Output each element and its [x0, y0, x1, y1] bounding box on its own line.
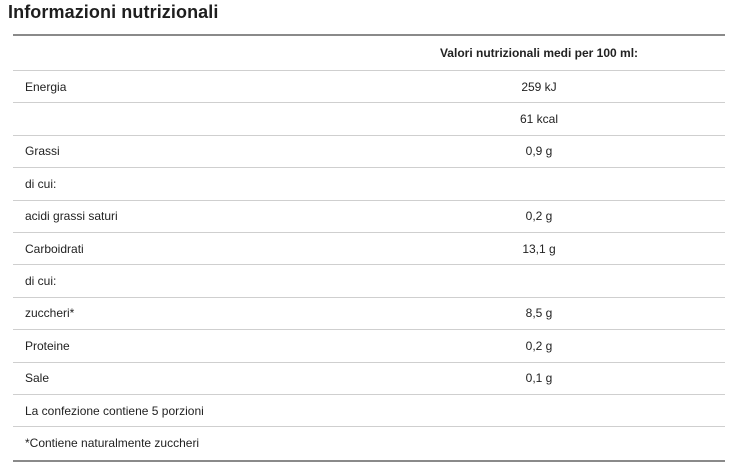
- row-label: Carboidrati: [25, 241, 84, 256]
- row-value: 61 kcal: [519, 112, 559, 127]
- row-value: 0,1 g: [525, 371, 553, 386]
- table-row: Grassi 0,9 g: [13, 136, 725, 169]
- table-row: di cui:: [13, 265, 725, 298]
- header-value-cell: Valori nutrizionali medi per 100 ml:: [439, 46, 639, 60]
- nutrition-table: Valori nutrizionali medi per 100 ml: Ene…: [13, 34, 725, 462]
- row-label: Proteine: [25, 338, 70, 353]
- row-label: di cui:: [25, 176, 57, 191]
- row-value: 13,1 g: [522, 241, 556, 256]
- row-label: Grassi: [25, 144, 60, 159]
- table-row: Carboidrati 13,1 g: [13, 233, 725, 266]
- table-row: La confezione contiene 5 porzioni: [13, 395, 725, 428]
- page-title: Informazioni nutrizionali: [8, 2, 219, 22]
- table-row: 61 kcal: [13, 103, 725, 136]
- table-row: *Contiene naturalmente zuccheri: [13, 427, 725, 459]
- row-label: Energia: [25, 79, 67, 94]
- row-label: di cui:: [25, 274, 57, 289]
- row-label: Sale: [25, 371, 50, 386]
- row-label: zuccheri*: [25, 306, 75, 321]
- row-value: 0,2 g: [525, 209, 553, 224]
- row-label: La confezione contiene 5 porzioni: [25, 403, 204, 418]
- table-row: di cui:: [13, 168, 725, 201]
- table-row: Sale 0,1 g: [13, 363, 725, 395]
- table-row: Proteine 0,2 g: [13, 330, 725, 363]
- table-row: zuccheri* 8,5 g: [13, 298, 725, 331]
- table-header-row: Valori nutrizionali medi per 100 ml:: [13, 36, 725, 71]
- row-label: acidi grassi saturi: [25, 209, 118, 224]
- row-value: 259 kJ: [521, 79, 557, 94]
- row-value: 0,9 g: [525, 144, 553, 159]
- row-value: 0,2 g: [525, 338, 553, 353]
- table-row: Energia 259 kJ: [13, 71, 725, 104]
- row-label: *Contiene naturalmente zuccheri: [25, 436, 200, 451]
- row-value: 8,5 g: [525, 306, 553, 321]
- table-row: acidi grassi saturi 0,2 g: [13, 201, 725, 233]
